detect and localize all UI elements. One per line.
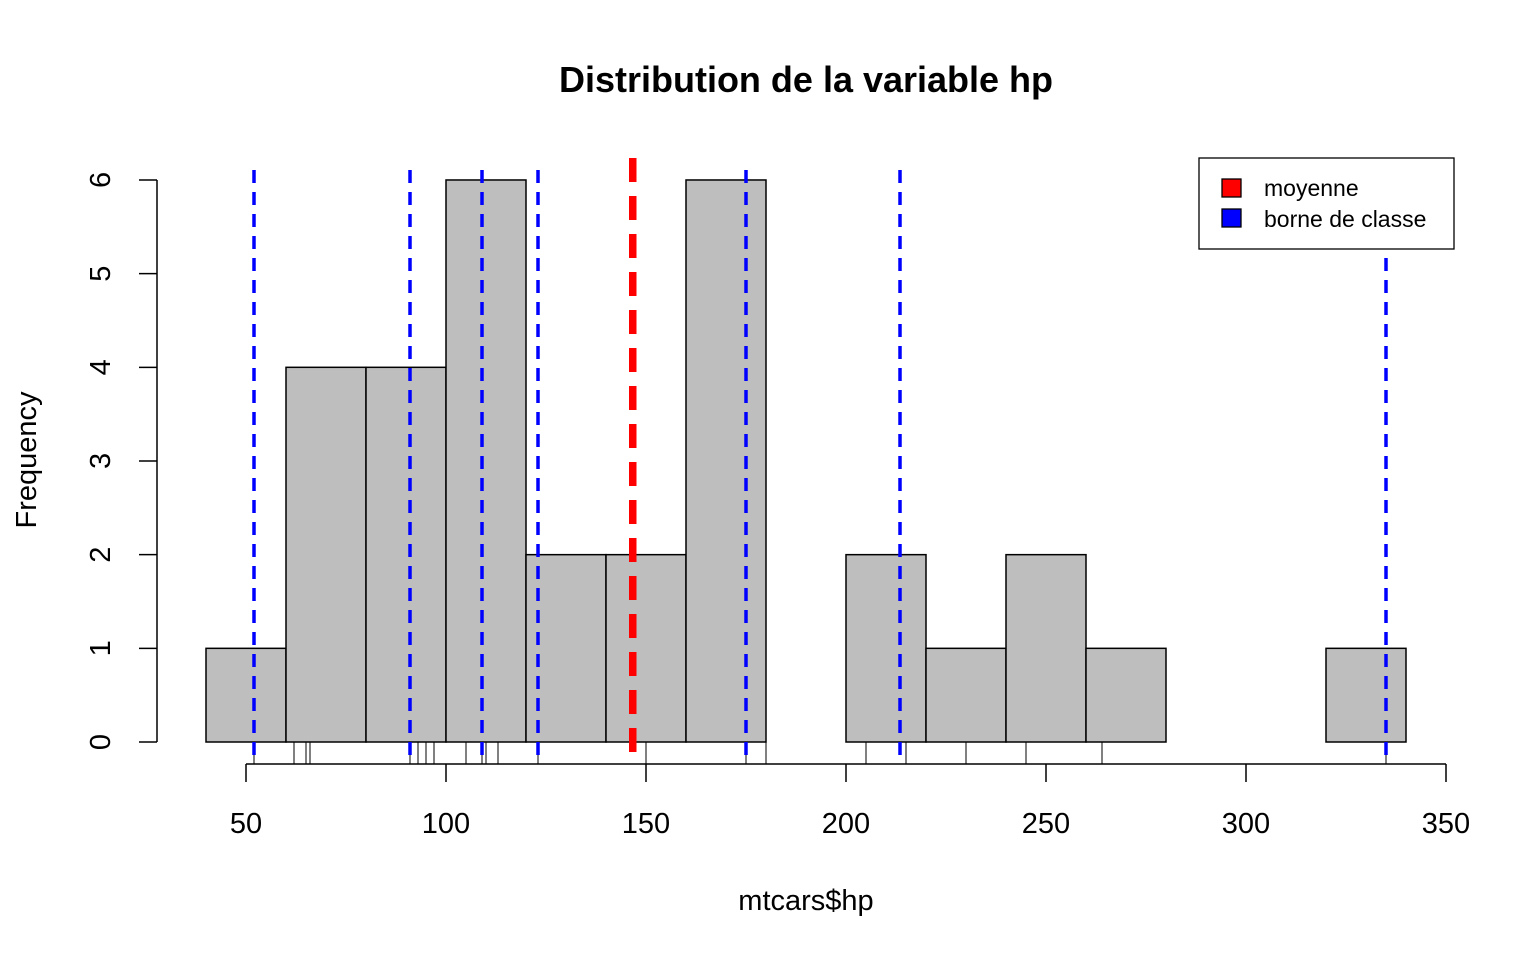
histogram-bar — [525, 553, 607, 743]
rug-group — [253, 742, 1387, 764]
histogram-bar — [1085, 647, 1167, 743]
reference-lines — [252, 158, 1388, 764]
legend-box — [1198, 157, 1455, 250]
x-axis: 50 100 150 200 250 300 350 — [230, 763, 1470, 840]
histogram-bar — [685, 179, 767, 743]
histogram-bar — [445, 179, 527, 743]
y-tick-label: 6 — [85, 172, 117, 188]
x-tick-label: 100 — [422, 808, 470, 840]
histogram-bar — [365, 366, 447, 743]
histogram-bar — [925, 647, 1007, 743]
histogram-bar — [605, 553, 687, 743]
y-tick-label: 2 — [85, 547, 117, 563]
histogram-bar — [845, 553, 927, 743]
chart-title: Distribution de la variable hp — [559, 59, 1053, 100]
bars-group — [205, 179, 1407, 743]
legend-label-borne-de-classe: borne de classe — [1264, 206, 1426, 232]
y-axis-label: Frequency — [11, 391, 43, 529]
y-axis: 0 1 2 3 4 5 6 — [85, 172, 158, 750]
x-tick-label: 250 — [1022, 808, 1070, 840]
y-tick-label: 3 — [85, 453, 117, 469]
legend: moyenne borne de classe — [1198, 157, 1455, 250]
y-tick-label: 1 — [85, 640, 117, 656]
legend-label-moyenne: moyenne — [1264, 175, 1359, 201]
histogram-bar — [285, 366, 367, 743]
histogram-bar — [1325, 647, 1407, 743]
x-tick-label: 50 — [230, 808, 262, 840]
y-tick-label: 5 — [85, 266, 117, 282]
x-tick-label: 150 — [622, 808, 670, 840]
histogram-bar — [205, 647, 287, 743]
x-tick-label: 200 — [822, 808, 870, 840]
legend-swatch-borne — [1221, 208, 1242, 228]
x-axis-label: mtcars$hp — [738, 885, 873, 917]
y-tick-label: 0 — [85, 734, 117, 750]
histogram-bar — [1005, 553, 1087, 743]
x-tick-label: 350 — [1422, 808, 1470, 840]
legend-swatch-moyenne — [1221, 178, 1242, 198]
y-tick-label: 4 — [85, 359, 117, 375]
x-tick-label: 300 — [1222, 808, 1270, 840]
